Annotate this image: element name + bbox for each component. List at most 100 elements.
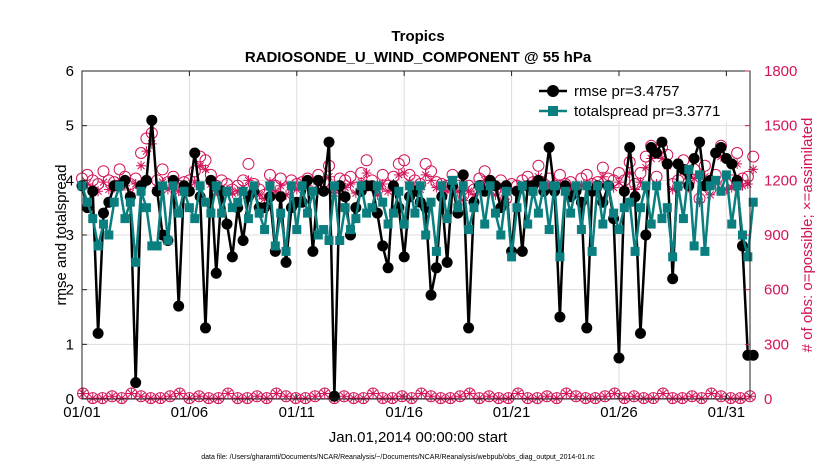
assimilated-obs-point: [200, 164, 211, 175]
x-tick-label: 01/11: [279, 404, 315, 421]
totalspread-point: [184, 203, 194, 213]
totalspread-point: [367, 203, 377, 213]
rmse-point: [210, 267, 222, 279]
assimilated-obs-point: [372, 189, 383, 200]
totalspread-point: [109, 197, 119, 207]
totalspread-point: [319, 225, 329, 235]
assimilated-obs-lowlevel: [735, 393, 746, 404]
assimilated-obs-lowlevel: [281, 391, 292, 402]
possible-obs-point: [188, 165, 201, 178]
rmse-point: [688, 152, 700, 164]
totalspread-point: [496, 230, 506, 240]
assimilated-obs-lowlevel: [319, 388, 330, 399]
totalspread-point: [281, 246, 291, 256]
totalspread-point: [308, 186, 318, 196]
assimilated-obs-point: [399, 168, 410, 179]
assimilated-obs-point: [667, 184, 678, 195]
assimilated-obs-point: [506, 184, 517, 195]
rmse-point: [87, 185, 99, 197]
possible-obs-lowlevel: [531, 392, 544, 405]
y-tick-label: 1: [66, 336, 74, 353]
assimilated-obs-point: [640, 162, 651, 173]
totalspread-point: [340, 203, 350, 213]
axis-ticks: 01/01 01/06 01/11 01/16 01/21 01/26 01/31 0 1 2 3 4…: [63, 63, 797, 421]
assimilated-obs-point: [689, 173, 700, 184]
legend: rmse pr=3.4757 totalspread pr=3.3771: [533, 77, 740, 122]
possible-obs-lowlevel: [193, 390, 206, 403]
possible-obs-lowlevel: [396, 390, 409, 403]
totalspread-point: [98, 219, 108, 229]
possible-obs-lowlevel: [570, 390, 583, 403]
totalspread-point: [609, 208, 619, 218]
possible-obs-lowlevel: [425, 390, 438, 403]
possible-obs-lowlevel: [599, 390, 612, 403]
rmse-point: [173, 300, 185, 312]
totalspread-point: [222, 186, 232, 196]
assimilated-obs-point: [426, 175, 437, 186]
totalspread-point: [276, 208, 286, 218]
assimilated-obs-lowlevel: [464, 388, 475, 399]
totalspread-point: [571, 181, 581, 191]
possible-obs-lowlevel: [686, 390, 699, 403]
assimilated-obs-point: [656, 153, 667, 164]
assimilated-obs-lowlevel: [619, 393, 630, 404]
assimilated-obs-lowlevel: [667, 393, 678, 404]
totalspread-point: [158, 181, 168, 191]
totalspread-point: [598, 219, 608, 229]
assimilated-obs-point: [608, 182, 619, 193]
assimilated-obs-point: [377, 178, 388, 189]
possible-obs-point: [156, 163, 169, 176]
totalspread-point: [437, 181, 447, 191]
totalspread-point: [131, 257, 141, 267]
assimilated-obs-lowlevel: [513, 388, 524, 399]
assimilated-obs-lowlevel: [561, 388, 572, 399]
totalspread-point: [512, 203, 522, 213]
assimilated-obs-lowlevel: [174, 388, 185, 399]
rmse-point: [516, 245, 528, 257]
totalspread-point: [576, 225, 586, 235]
assimilated-obs-lowlevel: [387, 393, 398, 404]
rmse-point: [581, 322, 593, 334]
totalspread-point: [292, 225, 302, 235]
totalspread-point: [727, 219, 737, 229]
assimilated-obs-point: [613, 177, 624, 188]
totalspread-point: [480, 219, 490, 229]
possible-obs-lowlevel: [260, 392, 273, 405]
assimilated-obs-point: [291, 184, 302, 195]
assimilated-obs-point: [82, 178, 93, 189]
assimilated-obs-point: [227, 188, 238, 199]
assimilated-obs-point: [597, 171, 608, 182]
y-tick-label: 4: [66, 172, 74, 189]
x-tick-label: 01/16: [385, 404, 423, 421]
totalspread-point: [614, 225, 624, 235]
assimilated-obs-point: [737, 180, 748, 191]
totalspread-point: [206, 208, 216, 218]
possible-obs-lowlevel: [676, 392, 689, 405]
totalspread-point: [372, 181, 382, 191]
rmse-point: [430, 262, 442, 274]
possible-obs-lowlevel: [357, 392, 370, 405]
assimilated-obs-lowlevel: [580, 393, 591, 404]
possible-obs-point: [398, 154, 411, 167]
assimilated-obs-point: [130, 178, 141, 189]
legend-box: [533, 77, 740, 122]
assimilated-obs-lowlevel: [232, 393, 243, 404]
assimilated-obs-lowlevel: [358, 393, 369, 404]
assimilated-obs-point: [452, 186, 463, 197]
legend-rmse-marker: [547, 85, 559, 97]
possible-obs-lowlevel: [135, 390, 148, 403]
rmse-point: [543, 142, 555, 154]
assimilated-obs-point: [463, 186, 474, 197]
assimilated-obs-lowlevel: [658, 388, 669, 399]
error-series: [76, 114, 759, 402]
assimilated-obs-lowlevel: [261, 393, 272, 404]
assimilated-obs-point: [716, 151, 727, 162]
totalspread-point: [523, 219, 533, 229]
totalspread-point: [646, 219, 656, 229]
rmse-point: [221, 218, 233, 230]
possible-obs-lowlevel: [154, 392, 167, 405]
totalspread-point: [673, 181, 683, 191]
legend-rmse-label: rmse pr=3.4757: [574, 83, 679, 100]
rmse-point: [140, 174, 152, 186]
possible-obs-lowlevel: [695, 392, 708, 405]
